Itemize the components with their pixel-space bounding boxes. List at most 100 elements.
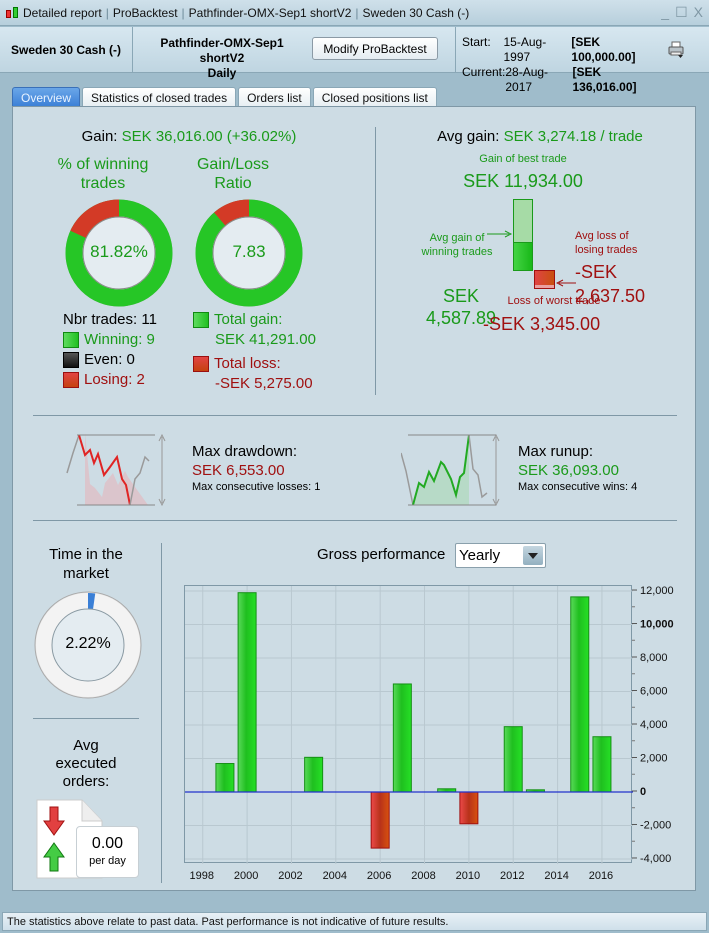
current-capital: [SEK 136,016.00] <box>572 65 637 94</box>
sell-arrow-icon <box>43 806 65 836</box>
drawdown-illustration-icon <box>66 433 166 507</box>
avg-loss-label-line2: losing trades <box>575 244 638 256</box>
divider <box>375 127 376 395</box>
overview-panel: Gain: SEK 36,016.00 (+36.02%) % of winni… <box>12 106 696 891</box>
y-tick-label: 0 <box>640 786 646 798</box>
period-select-value: Yearly <box>459 547 501 564</box>
avg-orders-line1: Avg <box>73 737 99 754</box>
avg-gain-value: SEK 3,274.18 / trade <box>503 128 643 145</box>
avg-win-label: Avg gain of winning trades <box>417 231 497 259</box>
breadcrumb-item: ProBacktest <box>112 5 178 20</box>
strategy-info: Pathfinder-OMX-Sep1 shortV2 Daily Modify… <box>134 27 456 80</box>
worst-trade-bar <box>534 285 555 289</box>
tab-overview[interactable]: Overview <box>12 87 81 107</box>
gain-loss-totals: Total gain: SEK 41,291.00 Total loss: -S… <box>193 310 316 394</box>
close-icon[interactable]: X <box>693 4 703 20</box>
best-trade-label: Gain of best trade <box>479 153 567 165</box>
y-tick-label: 2,000 <box>640 752 668 764</box>
ratio-title-line2: Ratio <box>214 175 252 192</box>
x-tick-label: 2002 <box>278 870 302 882</box>
avg-gain-label: Avg gain: <box>437 128 500 145</box>
max-consecutive-wins: Max consecutive wins: 4 <box>518 481 638 493</box>
capital-summary: Start: 15-Aug-1997 [SEK 100,000.00] Curr… <box>462 35 662 95</box>
gain-loss-ratio-donut <box>195 199 303 307</box>
tab-closed-positions-list[interactable]: Closed positions list <box>312 87 437 107</box>
avg-loss-value: -SEK 2,637.50 <box>575 260 675 308</box>
avg-executed-orders-title: Avg executed orders: <box>33 737 139 791</box>
divider <box>33 520 677 521</box>
breadcrumb-item: Detailed report <box>23 5 102 20</box>
bar-2010 <box>459 791 479 825</box>
best-trade-value: SEK 11,934.00 <box>463 171 583 191</box>
time-in-market-value: 2.22% <box>65 635 111 652</box>
nbr-trades: Nbr trades: 11 <box>63 311 157 328</box>
winning-trades-donut <box>65 199 173 307</box>
x-tick-label: 2012 <box>500 870 524 882</box>
total-gain-swatch <box>193 312 209 329</box>
arrow-right-icon <box>487 230 513 238</box>
orders-per-day-box: 0.00 per day <box>76 826 139 878</box>
x-axis: 1998 2000 2002 2004 2006 2008 2010 2012 2014 2016 <box>190 870 614 882</box>
bar-2006 <box>370 791 390 849</box>
period-select[interactable]: Yearly <box>455 543 546 568</box>
breadcrumb-item: Pathfinder-OMX-Sep1 shortV2 <box>188 5 352 20</box>
max-runup-value: SEK 36,093.00 <box>518 462 619 479</box>
winning-count: Winning: 9 <box>84 331 155 348</box>
breadcrumb-separator: | <box>355 5 359 20</box>
divider <box>161 543 162 883</box>
divider <box>33 718 139 719</box>
avg-orders-line3: orders: <box>62 773 110 790</box>
x-tick-label: 1998 <box>190 870 214 882</box>
gain-summary: Gain: SEK 36,016.00 (+36.02%) <box>13 128 365 145</box>
winning-legend-swatch <box>63 332 79 349</box>
y-axis: -4,000 -2,000 0 2,000 4,000 6,000 8,000 10,000 1… <box>632 585 674 865</box>
winning-title-line2: trades <box>80 175 126 192</box>
x-tick-label: 2010 <box>456 870 480 882</box>
start-capital: [SEK 100,000.00] <box>571 35 636 64</box>
worst-trade-label: Loss of worst trade <box>507 295 601 307</box>
avg-win-value: SEK 4,587.89 <box>416 285 506 329</box>
instrument-name: Sweden 30 Cash (-) <box>0 27 133 73</box>
avg-loss-bar <box>534 270 555 286</box>
avg-loss-value-line1: -SEK <box>575 262 618 282</box>
time-market-line1: Time in the <box>49 546 123 563</box>
minimize-icon[interactable]: _ <box>661 4 670 20</box>
report-header: Sweden 30 Cash (-) Pathfinder-OMX-Sep1 s… <box>0 27 709 94</box>
current-label: Current: <box>462 65 506 79</box>
tab-statistics-closed-trades[interactable]: Statistics of closed trades <box>82 87 237 107</box>
y-tick-label: 6,000 <box>640 686 668 698</box>
gain-loss-ratio-title: Gain/Loss Ratio <box>173 155 293 193</box>
y-tick-label: 12,000 <box>640 585 674 597</box>
maximize-icon[interactable]: ☐ <box>675 4 688 20</box>
trade-counts: Nbr trades: 11 Winning: 9 Even: 0 Losing… <box>63 310 157 390</box>
chevron-down-icon[interactable] <box>523 546 543 565</box>
y-tick-label: 8,000 <box>640 652 668 664</box>
loss-ring-segment <box>214 199 250 226</box>
avg-win-value-line1: SEK <box>442 286 480 306</box>
best-trade-bar <box>513 199 533 243</box>
divider <box>33 415 677 416</box>
even-count: Even: 0 <box>84 351 135 368</box>
total-gain-label: Total gain: <box>214 311 283 328</box>
avg-loss-value-line2: 2,637.50 <box>575 286 646 306</box>
bar-2016 <box>592 736 612 793</box>
avg-win-label-line2: winning trades <box>421 246 493 258</box>
total-loss-swatch <box>193 356 209 373</box>
gross-performance-chart <box>184 585 633 864</box>
max-drawdown-label: Max drawdown: <box>192 443 298 460</box>
worst-trade-value: -SEK 3,345.00 <box>483 314 601 334</box>
even-legend-swatch <box>63 352 79 369</box>
window-controls: _ ☐ X <box>661 4 703 21</box>
ratio-title-line1: Gain/Loss <box>196 156 270 173</box>
breadcrumb-item: Sweden 30 Cash (-) <box>362 5 470 20</box>
printer-icon[interactable] <box>667 41 685 59</box>
strategy-label: Pathfinder-OMX-Sep1 shortV2 Daily <box>142 36 302 81</box>
breadcrumb-separator: | <box>105 5 109 20</box>
time-in-market-title: Time in the market <box>33 545 139 583</box>
tab-orders-list[interactable]: Orders list <box>238 87 311 107</box>
modify-probacktest-button[interactable]: Modify ProBacktest <box>312 37 438 60</box>
y-tick-label: 10,000 <box>640 619 674 631</box>
avg-orders-value: 0.00 <box>91 835 124 852</box>
total-loss-label: Total loss: <box>214 355 281 372</box>
avg-loss-label: Avg loss of losing trades <box>575 229 655 257</box>
